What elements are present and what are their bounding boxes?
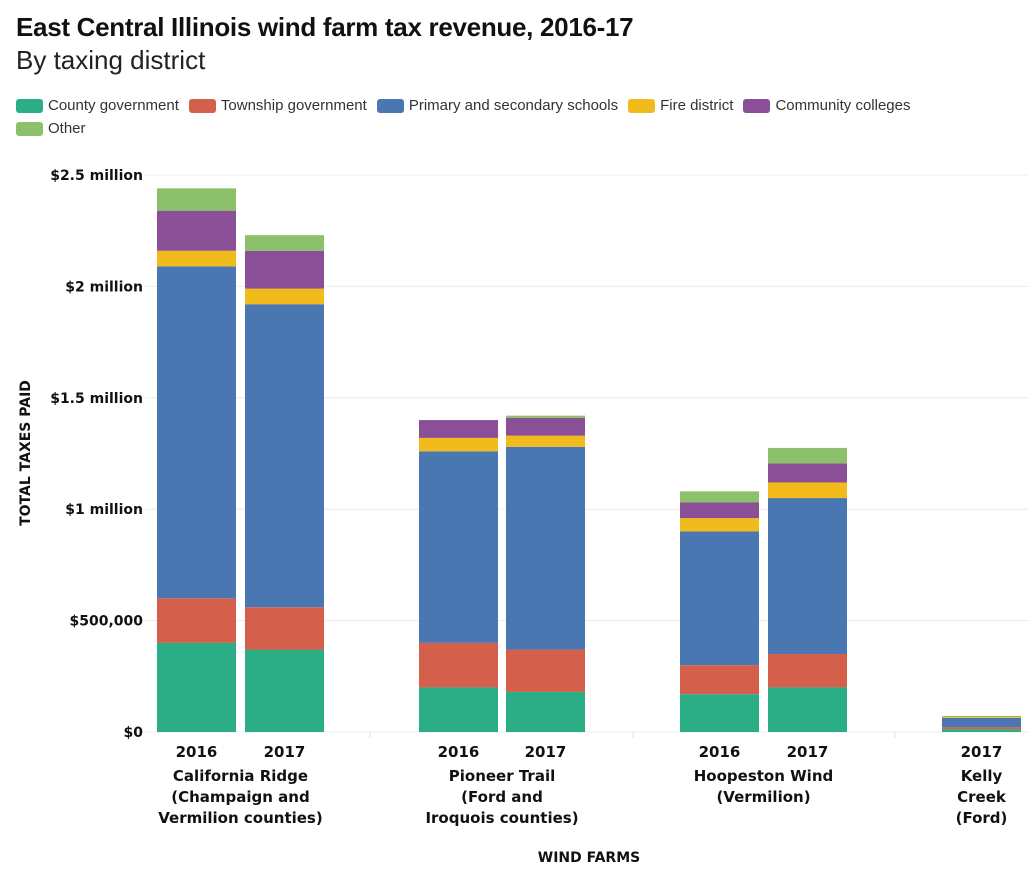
chart-subtitle: By taxing district xyxy=(16,45,206,75)
bar-segment xyxy=(506,649,585,692)
bar-segment xyxy=(768,447,847,464)
bar-segment xyxy=(157,642,236,732)
legend-item: County government xyxy=(16,96,179,116)
bar-segment xyxy=(245,649,324,732)
legend-label: Community colleges xyxy=(775,97,911,114)
group-label: (Vermilion) xyxy=(716,788,810,806)
bar-segment xyxy=(680,694,759,732)
bar-segment xyxy=(680,531,759,666)
legend-swatch xyxy=(743,99,771,113)
y-tick-label: $2 million xyxy=(65,279,143,295)
y-tick-label: $500,000 xyxy=(69,614,143,630)
bar-segment xyxy=(245,250,324,289)
bar-segment xyxy=(157,598,236,643)
legend-swatch xyxy=(188,99,216,113)
bar-segment xyxy=(942,717,1021,718)
bar-segment xyxy=(680,491,759,503)
bar-segment xyxy=(245,304,324,608)
bar-segment xyxy=(768,498,847,655)
bar-segment xyxy=(419,642,498,688)
bar-segment xyxy=(768,687,847,732)
bar-segment xyxy=(506,446,585,650)
bar-segment xyxy=(419,437,498,452)
group-label: Creek xyxy=(957,788,1007,806)
legend: County government Township government Prim… xyxy=(16,96,1016,142)
bar-year-label: 2017 xyxy=(264,743,306,761)
legend-swatch xyxy=(16,99,43,113)
bar-year-label: 2016 xyxy=(438,743,480,761)
bar-year-label: 2017 xyxy=(525,743,567,761)
bar-segment xyxy=(768,654,847,688)
legend-item: Fire district xyxy=(628,96,733,116)
bar-segment xyxy=(245,288,324,305)
y-tick-label: $0 xyxy=(124,725,144,741)
group-label: Pioneer Trail xyxy=(449,767,555,785)
bar-segment xyxy=(942,727,1021,730)
y-tick-label: $2.5 million xyxy=(50,168,143,184)
bar-segment xyxy=(157,210,236,251)
bar-segment xyxy=(419,451,498,643)
group-label: Iroquois counties) xyxy=(425,809,578,827)
bar-segment xyxy=(419,420,498,438)
group-label: Hoopeston Wind xyxy=(694,767,833,785)
group-label: (Ford and xyxy=(461,788,543,806)
bar-segment xyxy=(942,715,1021,718)
bar-segment xyxy=(942,729,1021,732)
legend-label: Fire district xyxy=(660,97,734,114)
bar-segment xyxy=(506,415,585,418)
legend-item: Other xyxy=(16,119,86,139)
y-axis-title: TOTAL TAXES PAID xyxy=(18,380,34,526)
bar-segment xyxy=(506,435,585,447)
bar-segment xyxy=(768,482,847,499)
bar-segment xyxy=(768,463,847,483)
x-axis-title: WIND FARMS xyxy=(538,850,640,866)
legend-item: Community colleges xyxy=(743,96,911,116)
bar-year-label: 2016 xyxy=(699,743,741,761)
y-tick-label: $1.5 million xyxy=(50,391,143,407)
bar-segment xyxy=(157,266,236,599)
bar-year-label: 2017 xyxy=(961,743,1003,761)
bar-segment xyxy=(680,665,759,695)
bar-segment xyxy=(506,417,585,436)
bar-segment xyxy=(419,687,498,732)
bar-segment xyxy=(506,691,585,732)
legend-swatch xyxy=(628,99,656,113)
bar-segment xyxy=(942,717,1021,728)
legend-label: Primary and secondary schools xyxy=(408,97,619,114)
chart-title: East Central Illinois wind farm tax reve… xyxy=(16,12,634,42)
legend-label: Other xyxy=(48,120,86,137)
bar-segment xyxy=(157,188,236,211)
bar-segment xyxy=(245,235,324,251)
legend-item: Primary and secondary schools xyxy=(376,96,619,116)
bar-year-label: 2016 xyxy=(176,743,218,761)
y-tick-label: $1 million xyxy=(65,502,143,518)
group-label: Kelly xyxy=(961,767,1003,785)
bar-segment xyxy=(680,518,759,532)
bar-segment xyxy=(245,607,324,650)
group-label: (Champaign and xyxy=(171,788,309,806)
bar-segment xyxy=(157,250,236,267)
legend-swatch xyxy=(16,122,43,136)
legend-swatch xyxy=(376,99,404,113)
bar-segment xyxy=(680,502,759,519)
bar-year-label: 2017 xyxy=(787,743,829,761)
legend-label: Township government xyxy=(220,97,367,114)
group-label: (Ford) xyxy=(956,809,1008,827)
legend-item: Township government xyxy=(188,96,367,116)
group-label: Vermilion counties) xyxy=(158,809,322,827)
group-label: California Ridge xyxy=(173,767,308,785)
legend-label: County government xyxy=(48,97,179,114)
